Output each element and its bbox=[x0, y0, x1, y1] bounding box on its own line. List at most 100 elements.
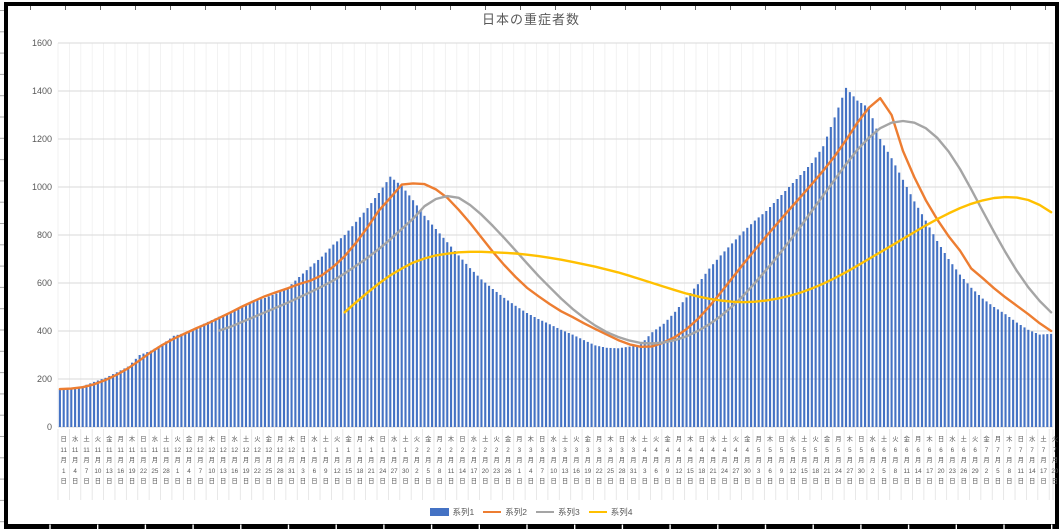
column-separator-tick bbox=[975, 6, 976, 10]
x-axis-tick-label: 水 3 月 10 日 bbox=[550, 434, 558, 485]
row-gridline-stub bbox=[0, 265, 4, 267]
column-separator-notch bbox=[669, 524, 671, 529]
legend-item-系列2[interactable]: 系列2 bbox=[483, 506, 527, 518]
x-axis-tick-label: 土 11 月 7 日 bbox=[83, 434, 90, 485]
bar bbox=[841, 97, 844, 427]
bar bbox=[936, 241, 939, 427]
legend-item-系列4[interactable]: 系列4 bbox=[588, 506, 633, 518]
bar bbox=[275, 293, 278, 427]
bar bbox=[85, 384, 88, 427]
bar bbox=[404, 190, 407, 427]
bar bbox=[518, 308, 521, 427]
bar bbox=[134, 358, 137, 427]
y-axis-tick-label: 600 bbox=[37, 278, 52, 288]
bar bbox=[1038, 334, 1041, 427]
column-separator-tick bbox=[275, 6, 276, 10]
bar bbox=[180, 333, 183, 427]
column-separator-tick bbox=[135, 6, 136, 10]
bar bbox=[803, 171, 806, 427]
line-系列2[interactable] bbox=[58, 97, 1053, 391]
x-axis-tick-label: 金 3 月 19 日 bbox=[584, 434, 592, 485]
bar bbox=[708, 268, 711, 427]
row-gridline-stub bbox=[0, 372, 4, 374]
bar bbox=[723, 251, 726, 427]
bar bbox=[639, 344, 642, 427]
bar bbox=[556, 327, 559, 427]
bar bbox=[761, 214, 764, 427]
bars-系列1[interactable] bbox=[58, 87, 1053, 428]
bar bbox=[495, 291, 498, 427]
bar bbox=[222, 315, 225, 427]
x-axis-tick-label: 月 6 月 14 日 bbox=[915, 435, 923, 485]
bar bbox=[704, 273, 707, 427]
x-axis[interactable]: 日 11 月 1 日水 11 月 4 日土 11 月 7 日火 11 月 10 日金 11 月 13 日月 11 月 16 日木… bbox=[60, 434, 1058, 485]
bar bbox=[860, 103, 863, 427]
bar bbox=[317, 259, 320, 427]
row-gridline-stub bbox=[0, 73, 4, 75]
bar bbox=[799, 175, 802, 427]
legend-item-系列1[interactable]: 系列1 bbox=[429, 506, 474, 518]
line-系列4[interactable] bbox=[343, 195, 1053, 314]
bar bbox=[427, 220, 430, 427]
bar bbox=[571, 334, 574, 427]
y-axis-tick-label: 400 bbox=[37, 326, 52, 336]
bar bbox=[913, 201, 916, 427]
bar bbox=[218, 316, 221, 427]
bar bbox=[62, 388, 65, 427]
x-axis-tick-label: 水 11 月 4 日 bbox=[72, 434, 79, 485]
bar bbox=[776, 199, 779, 427]
y-axis-tick-label: 200 bbox=[37, 374, 52, 384]
bar bbox=[206, 321, 210, 427]
bar bbox=[324, 252, 327, 427]
x-axis-tick-label: 木 12 月 31 日 bbox=[288, 434, 296, 485]
chart-legend[interactable]: 系列1 系列2 系列3 系列4 bbox=[0, 506, 1062, 518]
x-axis-tick-label: 日 12 月 13 日 bbox=[220, 435, 228, 485]
bar bbox=[890, 158, 893, 427]
line-系列3[interactable] bbox=[218, 119, 1053, 345]
legend-item-系列3[interactable]: 系列3 bbox=[536, 506, 580, 518]
bar bbox=[260, 299, 263, 427]
x-axis-tick-label: 日 11 月 22 日 bbox=[140, 435, 148, 485]
column-separator-notch bbox=[49, 524, 51, 529]
bar bbox=[290, 284, 293, 427]
row-gridline-stub bbox=[0, 95, 4, 97]
chart-title[interactable]: 日本の重症者数 bbox=[481, 12, 580, 27]
bar bbox=[480, 279, 483, 427]
x-axis-tick-label: 火 3 月 16 日 bbox=[573, 436, 581, 485]
x-axis-tick-label: 土 3 月 13 日 bbox=[561, 434, 569, 485]
x-axis-tick-label: 金 12 月 4 日 bbox=[186, 434, 194, 485]
bar bbox=[848, 92, 851, 428]
legend-label: 系列4 bbox=[610, 507, 633, 517]
plot-gridlines bbox=[57, 42, 1054, 500]
bar bbox=[385, 182, 388, 427]
bar bbox=[138, 355, 141, 427]
bar bbox=[142, 353, 145, 427]
bar bbox=[153, 348, 156, 427]
bar bbox=[590, 343, 593, 427]
bar bbox=[757, 217, 760, 427]
row-gridline-stub bbox=[0, 286, 4, 288]
x-axis-tick-label: 土 6 月 26 日 bbox=[960, 434, 968, 485]
bar bbox=[112, 374, 115, 427]
bar bbox=[484, 282, 487, 427]
bar bbox=[715, 259, 718, 427]
bar bbox=[450, 246, 453, 427]
x-axis-tick-label: 土 12 月 19 日 bbox=[242, 434, 250, 485]
bar bbox=[810, 163, 813, 427]
bar bbox=[814, 157, 817, 427]
x-axis-tick-label: 金 12 月 25 日 bbox=[265, 434, 273, 485]
row-gridline-stub bbox=[0, 201, 4, 203]
bar bbox=[985, 301, 988, 427]
bar bbox=[909, 194, 912, 427]
bar bbox=[157, 346, 160, 427]
bar bbox=[928, 227, 931, 427]
y-axis[interactable]: 0 200 400 600 800 1000 1200 1400 1600 bbox=[32, 38, 52, 432]
bar bbox=[108, 375, 111, 427]
x-axis-tick-label: 月 12 月 7 日 bbox=[197, 435, 205, 485]
bar bbox=[476, 275, 479, 427]
bar bbox=[829, 127, 832, 427]
bar bbox=[339, 238, 342, 427]
